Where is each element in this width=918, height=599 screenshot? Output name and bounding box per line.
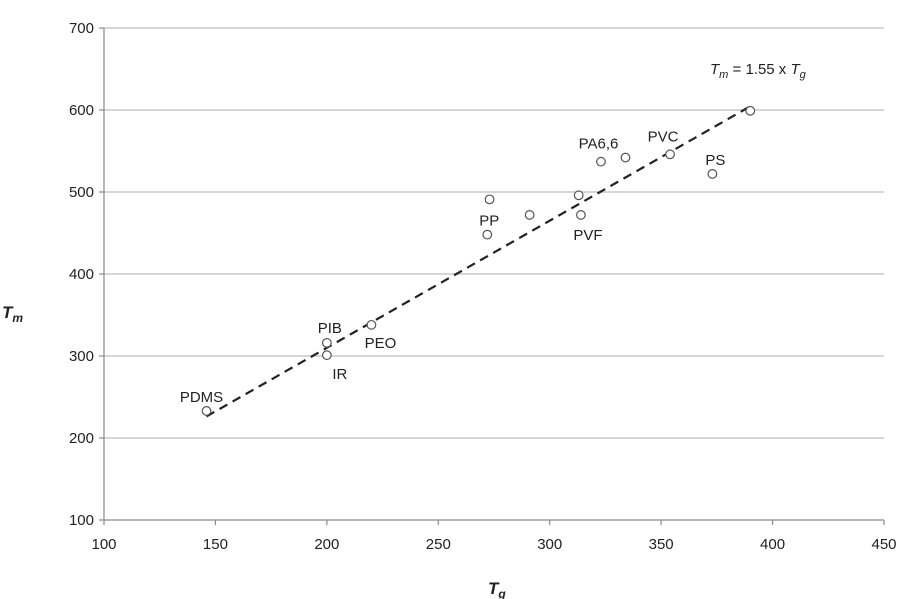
y-tick-label-400: 400 bbox=[69, 266, 94, 283]
x-tick-label-250: 250 bbox=[426, 536, 451, 553]
equation-annotation: Tm = 1.55 x Tg bbox=[710, 61, 807, 81]
point-label-3: PEO bbox=[365, 335, 397, 352]
data-point-3 bbox=[366, 319, 377, 330]
equation-part-2: = 1.55 x bbox=[728, 61, 790, 78]
data-point-12 bbox=[707, 169, 718, 179]
point-label-1: PIB bbox=[318, 320, 342, 337]
x-tick-label-200: 200 bbox=[314, 536, 339, 553]
point-label-0: PDMS bbox=[180, 389, 223, 406]
point-label-4: PP bbox=[479, 213, 499, 230]
x-tick-labels: 100 150 200 250 300 350 400 450 bbox=[91, 536, 896, 553]
gridlines bbox=[104, 27, 884, 439]
point-label-2: IR bbox=[332, 366, 347, 383]
data-point-4 bbox=[482, 229, 493, 240]
data-point-10 bbox=[620, 152, 631, 163]
y-axis-title: Tm bbox=[2, 303, 23, 325]
y-tick-label-300: 300 bbox=[69, 348, 94, 365]
data-point-1 bbox=[321, 337, 332, 348]
x-tick-label-300: 300 bbox=[537, 536, 562, 553]
data-point-0 bbox=[201, 406, 212, 416]
data-point-5 bbox=[484, 194, 495, 205]
data-point-8 bbox=[576, 210, 586, 220]
point-label-8: PVF bbox=[573, 227, 602, 244]
point-label-12: PS bbox=[705, 152, 725, 169]
data-point-11 bbox=[665, 149, 675, 160]
x-tick-label-450: 450 bbox=[871, 536, 896, 553]
y-tick-label-600: 600 bbox=[69, 102, 94, 119]
data-points bbox=[201, 105, 756, 416]
x-tick-label-100: 100 bbox=[91, 536, 116, 553]
equation-part-0: T bbox=[710, 61, 721, 78]
y-axis-title-sub: m bbox=[12, 311, 23, 325]
data-point-9 bbox=[596, 156, 606, 167]
x-tick-label-350: 350 bbox=[649, 536, 674, 553]
equation-part-3: T bbox=[790, 61, 801, 78]
data-point-7 bbox=[573, 190, 584, 201]
x-axis-title-main: T bbox=[488, 579, 500, 598]
y-tick-label-500: 500 bbox=[69, 184, 94, 201]
y-tick-label-700: 700 bbox=[69, 20, 94, 37]
equation-part-4: g bbox=[800, 69, 807, 81]
data-point-6 bbox=[524, 210, 535, 220]
point-label-10: PA6,6 bbox=[579, 136, 619, 153]
y-tick-label-200: 200 bbox=[69, 430, 94, 447]
equation-part-1: m bbox=[719, 69, 728, 81]
point-label-11: PVC bbox=[648, 128, 679, 145]
x-axis-title-sub: g bbox=[497, 587, 506, 599]
data-point-13 bbox=[745, 105, 756, 116]
y-tick-label-100: 100 bbox=[69, 512, 94, 529]
point-labels: PDMS PIB IR PEO PP PVF PA6,6 PVC PS bbox=[180, 128, 726, 406]
x-tick-label-150: 150 bbox=[203, 536, 228, 553]
axes bbox=[99, 27, 885, 525]
data-point-2 bbox=[321, 350, 332, 361]
y-tick-labels: 100 200 300 400 500 600 700 bbox=[69, 20, 94, 529]
x-axis-title: Tg bbox=[488, 579, 506, 599]
x-tick-label-400: 400 bbox=[760, 536, 785, 553]
y-axis-title-main: T bbox=[2, 303, 14, 322]
